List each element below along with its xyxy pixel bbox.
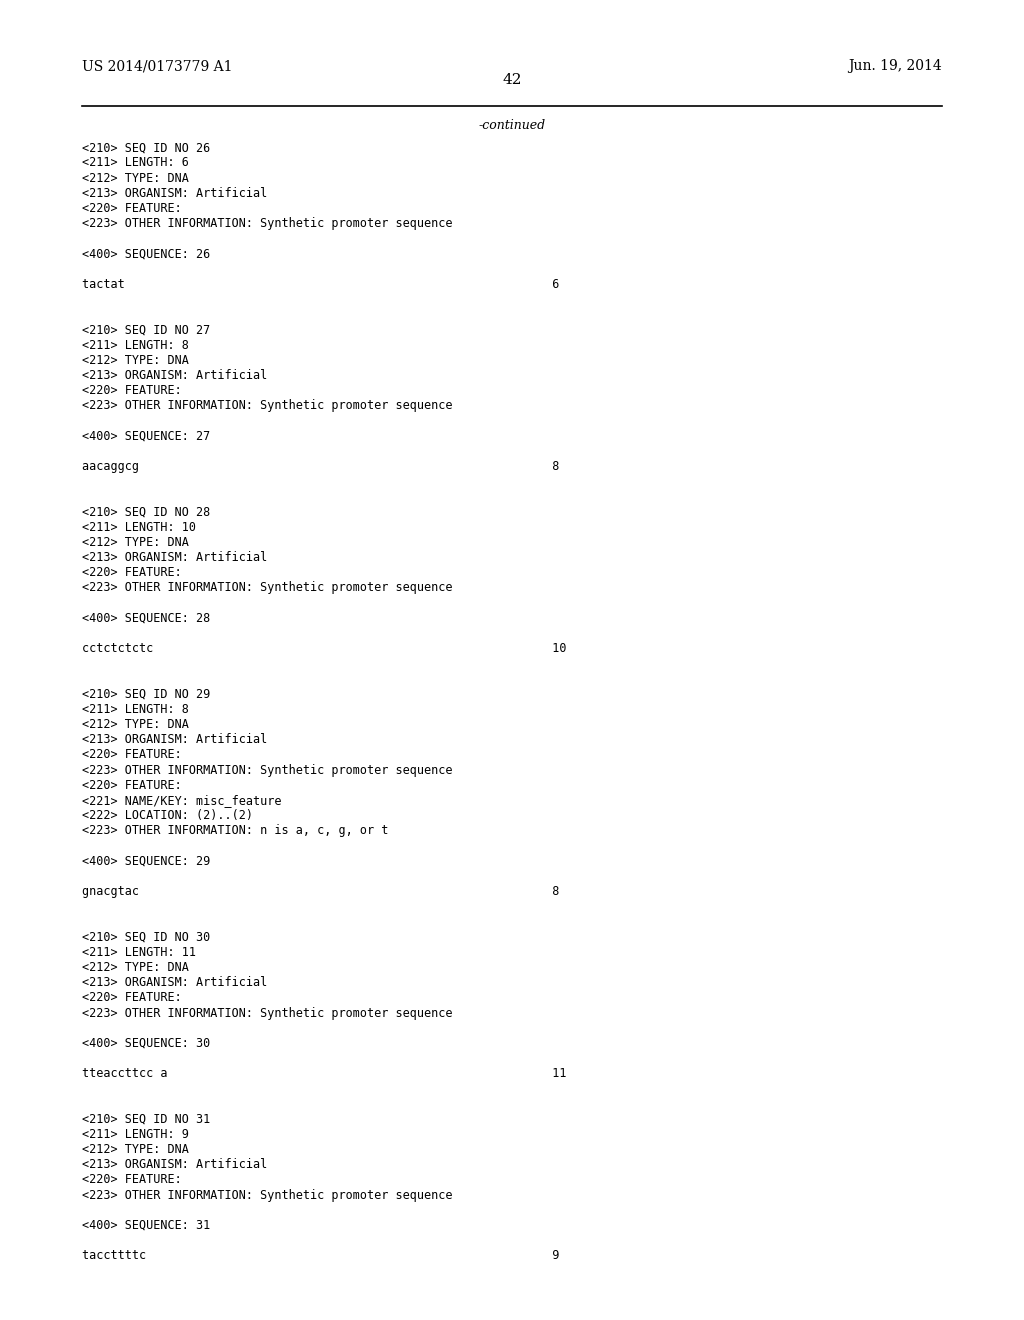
Text: <213> ORGANISM: Artificial: <213> ORGANISM: Artificial (82, 734, 267, 746)
Text: <210> SEQ ID NO 31: <210> SEQ ID NO 31 (82, 1113, 210, 1126)
Text: <221> NAME/KEY: misc_feature: <221> NAME/KEY: misc_feature (82, 795, 282, 807)
Text: <211> LENGTH: 10: <211> LENGTH: 10 (82, 520, 196, 533)
Text: <211> LENGTH: 11: <211> LENGTH: 11 (82, 945, 196, 958)
Text: Jun. 19, 2014: Jun. 19, 2014 (848, 59, 942, 74)
Text: <223> OTHER INFORMATION: n is a, c, g, or t: <223> OTHER INFORMATION: n is a, c, g, o… (82, 824, 388, 837)
Text: 42: 42 (502, 73, 522, 87)
Text: <212> TYPE: DNA: <212> TYPE: DNA (82, 718, 188, 731)
Text: <213> ORGANISM: Artificial: <213> ORGANISM: Artificial (82, 1159, 267, 1171)
Text: aacaggcg                                                          8: aacaggcg 8 (82, 461, 559, 473)
Text: <210> SEQ ID NO 30: <210> SEQ ID NO 30 (82, 931, 210, 944)
Text: <220> FEATURE:: <220> FEATURE: (82, 779, 181, 792)
Text: <211> LENGTH: 8: <211> LENGTH: 8 (82, 702, 188, 715)
Text: <212> TYPE: DNA: <212> TYPE: DNA (82, 354, 188, 367)
Text: <220> FEATURE:: <220> FEATURE: (82, 566, 181, 579)
Text: <212> TYPE: DNA: <212> TYPE: DNA (82, 536, 188, 549)
Text: <213> ORGANISM: Artificial: <213> ORGANISM: Artificial (82, 975, 267, 989)
Text: <400> SEQUENCE: 29: <400> SEQUENCE: 29 (82, 855, 210, 867)
Text: <223> OTHER INFORMATION: Synthetic promoter sequence: <223> OTHER INFORMATION: Synthetic promo… (82, 216, 453, 230)
Text: <211> LENGTH: 6: <211> LENGTH: 6 (82, 156, 188, 169)
Text: <213> ORGANISM: Artificial: <213> ORGANISM: Artificial (82, 368, 267, 381)
Text: <212> TYPE: DNA: <212> TYPE: DNA (82, 1143, 188, 1156)
Text: <223> OTHER INFORMATION: Synthetic promoter sequence: <223> OTHER INFORMATION: Synthetic promo… (82, 763, 453, 776)
Text: <223> OTHER INFORMATION: Synthetic promoter sequence: <223> OTHER INFORMATION: Synthetic promo… (82, 399, 453, 412)
Text: cctctctctc                                                        10: cctctctctc 10 (82, 642, 566, 655)
Text: <220> FEATURE:: <220> FEATURE: (82, 748, 181, 762)
Text: <220> FEATURE:: <220> FEATURE: (82, 202, 181, 215)
Text: <400> SEQUENCE: 31: <400> SEQUENCE: 31 (82, 1220, 210, 1232)
Text: <220> FEATURE:: <220> FEATURE: (82, 1173, 181, 1187)
Text: US 2014/0173779 A1: US 2014/0173779 A1 (82, 59, 232, 74)
Text: <213> ORGANISM: Artificial: <213> ORGANISM: Artificial (82, 552, 267, 564)
Text: <223> OTHER INFORMATION: Synthetic promoter sequence: <223> OTHER INFORMATION: Synthetic promo… (82, 581, 453, 594)
Text: <212> TYPE: DNA: <212> TYPE: DNA (82, 172, 188, 185)
Text: <210> SEQ ID NO 26: <210> SEQ ID NO 26 (82, 141, 210, 154)
Text: <223> OTHER INFORMATION: Synthetic promoter sequence: <223> OTHER INFORMATION: Synthetic promo… (82, 1006, 453, 1019)
Text: <210> SEQ ID NO 28: <210> SEQ ID NO 28 (82, 506, 210, 519)
Text: gnacgtac                                                          8: gnacgtac 8 (82, 884, 559, 898)
Text: <213> ORGANISM: Artificial: <213> ORGANISM: Artificial (82, 186, 267, 199)
Text: <210> SEQ ID NO 27: <210> SEQ ID NO 27 (82, 323, 210, 337)
Text: <400> SEQUENCE: 26: <400> SEQUENCE: 26 (82, 248, 210, 260)
Text: <220> FEATURE:: <220> FEATURE: (82, 384, 181, 397)
Text: <210> SEQ ID NO 29: <210> SEQ ID NO 29 (82, 688, 210, 701)
Text: <222> LOCATION: (2)..(2): <222> LOCATION: (2)..(2) (82, 809, 253, 822)
Text: <400> SEQUENCE: 27: <400> SEQUENCE: 27 (82, 430, 210, 442)
Text: <211> LENGTH: 9: <211> LENGTH: 9 (82, 1127, 188, 1140)
Text: -continued: -continued (478, 119, 546, 132)
Text: taccttttc                                                         9: taccttttc 9 (82, 1249, 559, 1262)
Text: <223> OTHER INFORMATION: Synthetic promoter sequence: <223> OTHER INFORMATION: Synthetic promo… (82, 1188, 453, 1201)
Text: tteaccttcc a                                                      11: tteaccttcc a 11 (82, 1067, 566, 1080)
Text: <220> FEATURE:: <220> FEATURE: (82, 991, 181, 1005)
Text: <212> TYPE: DNA: <212> TYPE: DNA (82, 961, 188, 974)
Text: <400> SEQUENCE: 30: <400> SEQUENCE: 30 (82, 1038, 210, 1049)
Text: <400> SEQUENCE: 28: <400> SEQUENCE: 28 (82, 612, 210, 624)
Text: <211> LENGTH: 8: <211> LENGTH: 8 (82, 338, 188, 351)
Text: tactat                                                            6: tactat 6 (82, 279, 559, 290)
